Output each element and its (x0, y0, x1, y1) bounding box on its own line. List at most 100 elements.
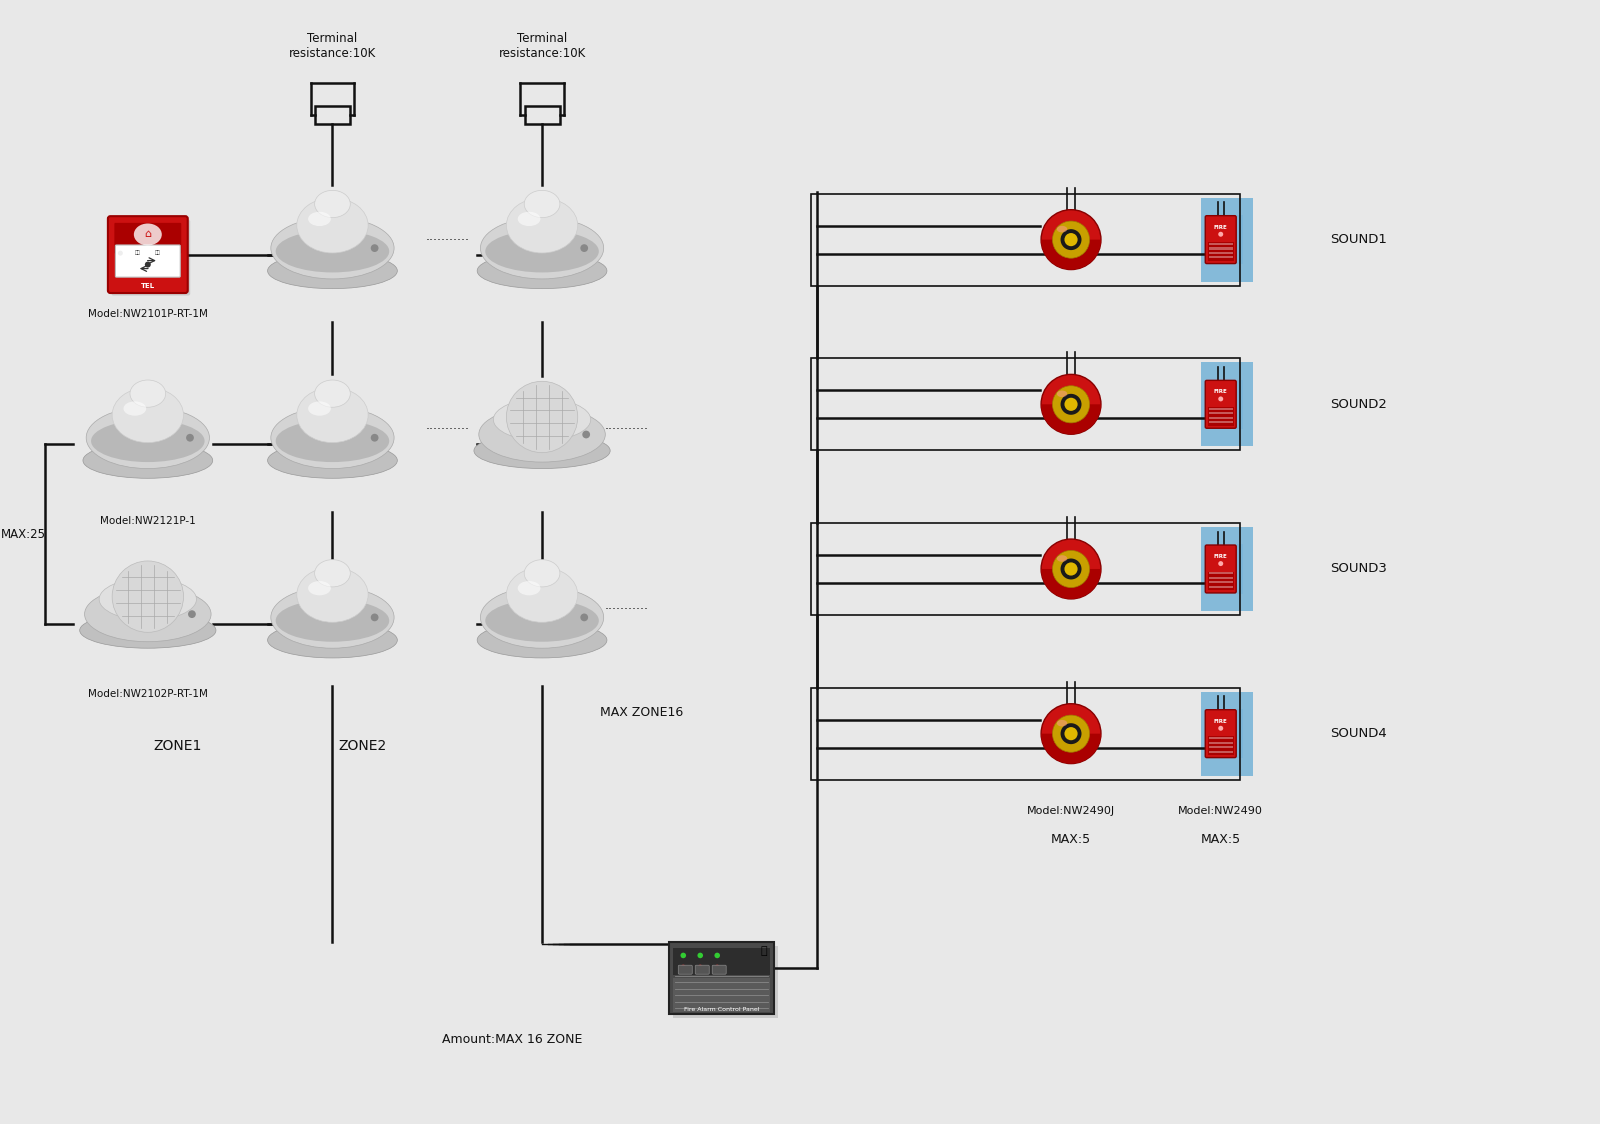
Text: Fire Alarm Control Panel: Fire Alarm Control Panel (683, 1007, 760, 1013)
Bar (1208, 586, 1232, 588)
Bar (811, 359, 1240, 451)
Text: SOUND4: SOUND4 (1331, 727, 1387, 741)
Bar (1208, 751, 1232, 753)
Text: 复置: 复置 (155, 251, 160, 255)
Bar (1203, 544, 1243, 593)
Circle shape (582, 430, 590, 438)
FancyBboxPatch shape (1205, 709, 1237, 758)
Text: Model:NW2101P-RT-1M: Model:NW2101P-RT-1M (88, 309, 208, 319)
Text: MAX ZONE16: MAX ZONE16 (600, 706, 683, 718)
Wedge shape (1042, 734, 1101, 763)
Ellipse shape (80, 613, 216, 649)
Circle shape (1218, 561, 1224, 566)
Text: FIRE: FIRE (1214, 225, 1227, 229)
Ellipse shape (309, 401, 331, 416)
Text: Model:NW2490: Model:NW2490 (1178, 806, 1262, 816)
Ellipse shape (270, 217, 394, 279)
Ellipse shape (85, 587, 211, 642)
Bar (811, 688, 1240, 780)
Bar (315, 106, 350, 124)
Ellipse shape (130, 380, 166, 407)
Ellipse shape (270, 587, 394, 649)
Text: FIRE: FIRE (1214, 554, 1227, 559)
Ellipse shape (134, 224, 162, 245)
FancyBboxPatch shape (115, 245, 181, 278)
Ellipse shape (1058, 555, 1067, 562)
Bar (1203, 215, 1243, 264)
Circle shape (1218, 232, 1224, 237)
Circle shape (1064, 562, 1078, 575)
Ellipse shape (506, 198, 578, 253)
Ellipse shape (480, 217, 603, 279)
Text: TEL: TEL (141, 282, 155, 289)
FancyBboxPatch shape (1205, 545, 1237, 593)
Bar (1208, 408, 1232, 409)
Circle shape (1064, 398, 1078, 411)
Bar (1208, 243, 1232, 245)
Bar (1208, 577, 1232, 579)
Ellipse shape (267, 443, 397, 479)
Circle shape (1053, 386, 1090, 423)
Circle shape (680, 964, 686, 970)
Bar (669, 942, 774, 1014)
Text: Amount:MAX 16 ZONE: Amount:MAX 16 ZONE (442, 1033, 582, 1046)
Wedge shape (1042, 405, 1101, 434)
Circle shape (1064, 233, 1078, 246)
Bar (1200, 691, 1253, 776)
Bar (1208, 417, 1232, 418)
Text: ...........: ........... (605, 599, 650, 611)
Circle shape (1061, 229, 1082, 251)
Circle shape (1218, 726, 1224, 731)
Text: Model:NW2102P-RT-1M: Model:NW2102P-RT-1M (88, 689, 208, 699)
Ellipse shape (478, 407, 605, 462)
Bar (811, 193, 1240, 285)
Bar (1208, 572, 1232, 574)
Bar (1208, 247, 1232, 250)
Circle shape (581, 614, 589, 622)
Text: MAX:5: MAX:5 (1051, 834, 1091, 846)
Circle shape (1042, 374, 1101, 434)
Wedge shape (1042, 569, 1101, 599)
Circle shape (1061, 723, 1082, 744)
Circle shape (1042, 210, 1101, 270)
Ellipse shape (91, 420, 205, 462)
Ellipse shape (477, 253, 606, 289)
Ellipse shape (525, 560, 560, 587)
Ellipse shape (315, 560, 350, 587)
Circle shape (715, 953, 720, 959)
Ellipse shape (480, 587, 603, 649)
Ellipse shape (112, 388, 184, 443)
Circle shape (1042, 540, 1101, 599)
Circle shape (506, 381, 578, 453)
FancyBboxPatch shape (1205, 216, 1237, 264)
Text: SOUND2: SOUND2 (1331, 398, 1387, 410)
Ellipse shape (270, 407, 394, 469)
Circle shape (371, 244, 379, 252)
Text: ...........: ........... (426, 229, 469, 243)
Circle shape (1218, 397, 1224, 401)
Ellipse shape (525, 190, 560, 218)
Circle shape (146, 262, 150, 268)
Ellipse shape (1058, 390, 1067, 397)
Ellipse shape (83, 443, 213, 479)
Text: 🐦: 🐦 (762, 946, 768, 957)
Ellipse shape (493, 399, 590, 441)
Circle shape (680, 953, 686, 959)
Text: ⌂: ⌂ (144, 229, 152, 239)
Ellipse shape (86, 407, 210, 469)
Bar (674, 948, 770, 976)
Text: MAX:5: MAX:5 (1200, 834, 1240, 846)
Text: SOUND1: SOUND1 (1331, 233, 1387, 246)
Circle shape (698, 964, 702, 970)
Wedge shape (1042, 239, 1101, 270)
Bar (1208, 746, 1232, 749)
Ellipse shape (477, 623, 606, 658)
Circle shape (371, 614, 379, 622)
Circle shape (1053, 715, 1090, 752)
Ellipse shape (275, 420, 389, 462)
Circle shape (371, 434, 379, 442)
Bar (1200, 362, 1253, 446)
Bar (1208, 572, 1234, 590)
Bar (1208, 736, 1234, 755)
Ellipse shape (309, 211, 331, 226)
